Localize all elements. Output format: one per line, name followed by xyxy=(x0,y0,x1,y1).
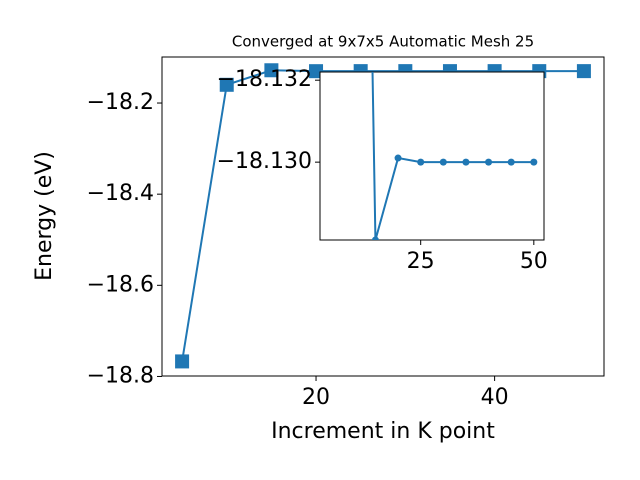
y-tick-label: −18.6 xyxy=(87,272,154,297)
y-tick-label: −18.4 xyxy=(87,181,154,206)
x-tick-label: 20 xyxy=(302,385,330,410)
marker xyxy=(394,154,402,162)
marker xyxy=(462,158,470,166)
marker xyxy=(576,64,591,79)
series-line xyxy=(371,72,534,240)
y-tick-label: −18.130 xyxy=(217,149,312,174)
y-tick-label: −18.2 xyxy=(87,90,154,115)
marker xyxy=(530,158,538,166)
x-tick-label: 40 xyxy=(481,385,509,410)
plot-area xyxy=(371,72,538,240)
marker xyxy=(507,158,515,166)
y-axis-label: Energy (eV) xyxy=(32,151,57,281)
marker xyxy=(264,63,279,78)
marker xyxy=(371,236,379,240)
series-line xyxy=(181,69,584,362)
x-axis-label: Increment in K point xyxy=(271,419,495,444)
marker xyxy=(417,158,425,166)
marker xyxy=(219,77,234,92)
x-tick-label: 25 xyxy=(407,249,435,274)
y-tick-label: −18.132 xyxy=(217,67,312,92)
marker xyxy=(485,158,493,166)
inset-axes xyxy=(319,71,545,241)
marker xyxy=(175,354,190,369)
chart-title: Converged at 9x7x5 Automatic Mesh 25 xyxy=(232,33,534,51)
y-tick-label: −18.8 xyxy=(87,363,154,388)
marker xyxy=(439,158,447,166)
x-tick-label: 50 xyxy=(520,249,548,274)
